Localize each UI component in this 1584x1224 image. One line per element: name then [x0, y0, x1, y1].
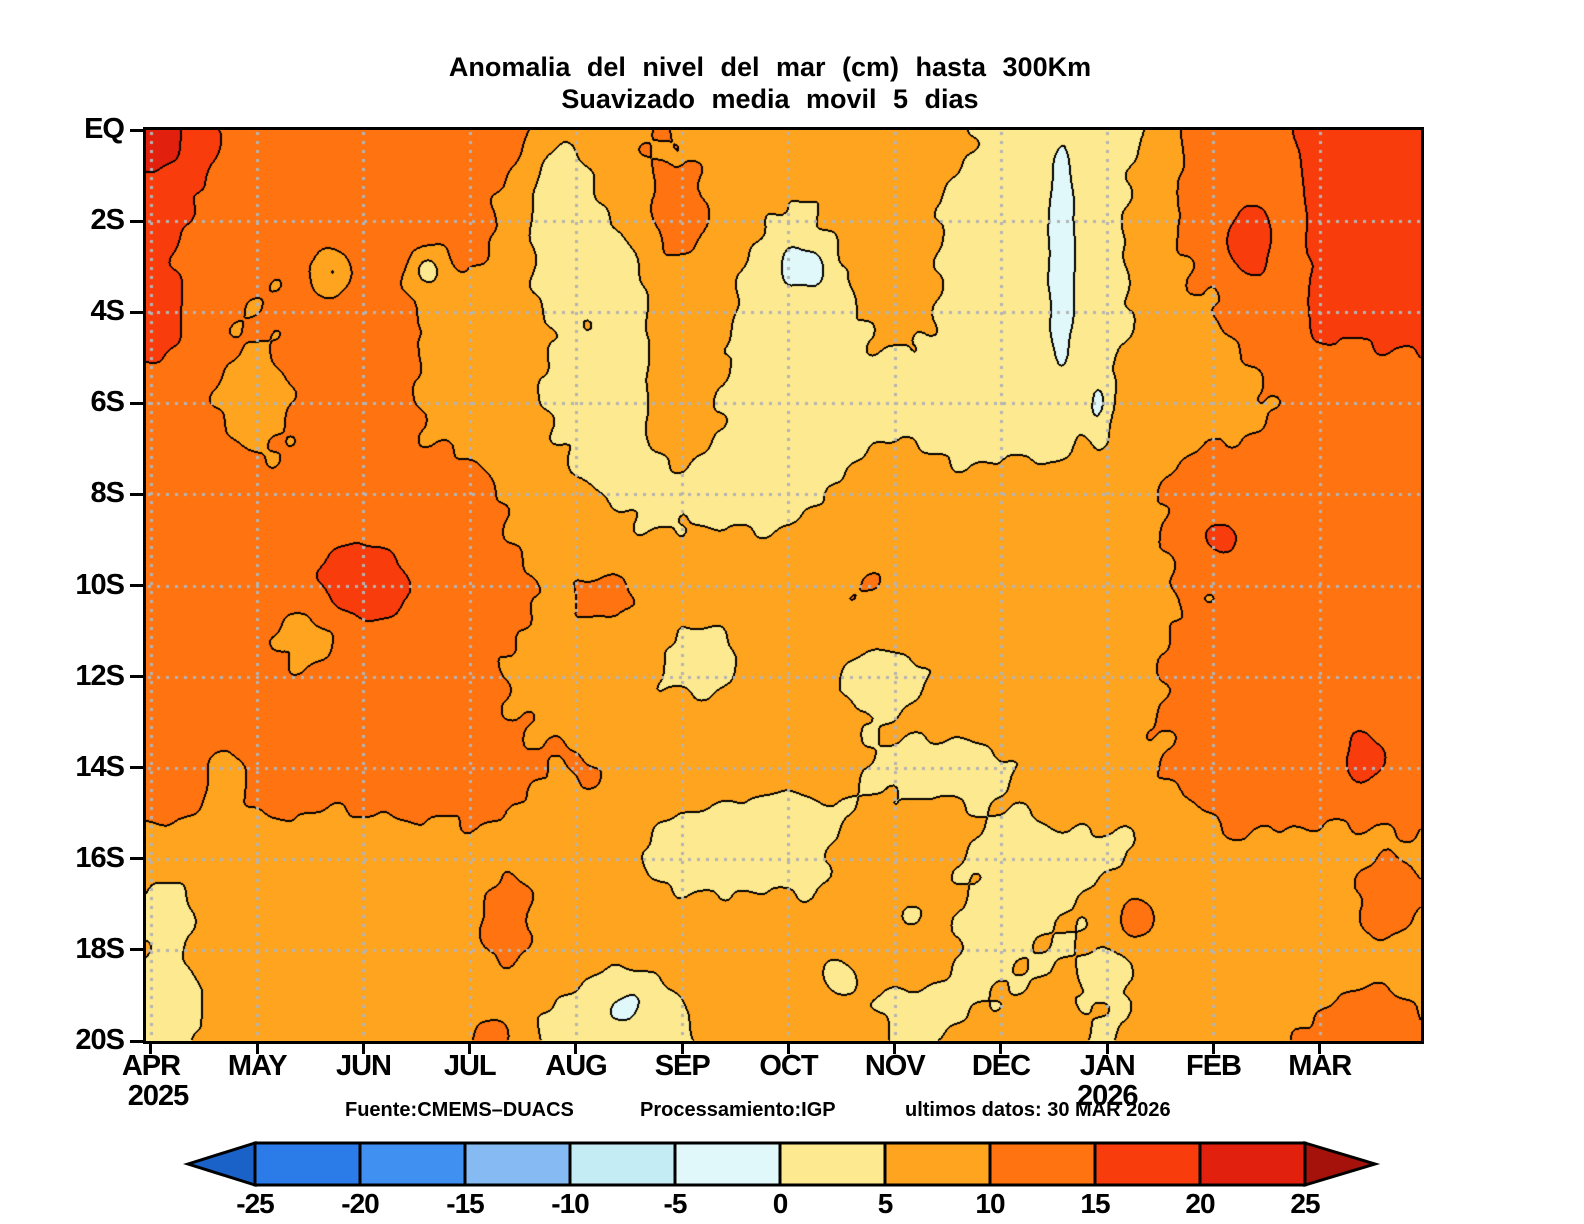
- y-tick-8s: [130, 492, 143, 496]
- y-tick-label-8s: 8S: [90, 477, 125, 510]
- x-tick-sep: [680, 1042, 684, 1054]
- x-tick-jun: [361, 1042, 365, 1054]
- x-tick-label-feb: FEB: [1185, 1050, 1242, 1082]
- y-tick-14s: [130, 766, 143, 770]
- x-tick-apr: [149, 1042, 153, 1054]
- colorbar-tick-label-10: 10: [975, 1188, 1005, 1219]
- colorbar-tick-label--5: -5: [663, 1188, 688, 1219]
- colorbar-segment-20-to-25: [1198, 1141, 1307, 1187]
- colorbar-tick-label-15: 15: [1080, 1188, 1110, 1219]
- x-tick-label-jan: JAN: [1079, 1050, 1136, 1082]
- colorbar-arrow-right: [1303, 1140, 1381, 1188]
- x-tick-jul: [468, 1042, 472, 1054]
- colorbar-tick-label-0: 0: [772, 1188, 789, 1219]
- x-tick-label-aug: AUG: [545, 1050, 607, 1082]
- y-tick-12s: [130, 675, 143, 679]
- x-tick-mar: [1318, 1042, 1322, 1054]
- colorbar-segment--5-to-0: [673, 1141, 782, 1187]
- colorbar-tick-label--15: -15: [446, 1188, 484, 1219]
- x-tick-label-may: MAY: [227, 1050, 288, 1082]
- y-tick-label-14s: 14S: [75, 750, 125, 783]
- y-tick-label-eq: EQ: [84, 113, 125, 145]
- x-tick-label-oct: OCT: [759, 1050, 818, 1082]
- x-tick-label-apr: APR: [121, 1050, 181, 1082]
- footer-processing: Processamiento:IGP: [640, 1099, 836, 1121]
- y-tick-10s: [130, 584, 143, 587]
- colorbar-tick-label--10: -10: [551, 1188, 589, 1219]
- x-tick-oct: [786, 1042, 790, 1054]
- colorbar-segment-5-to-10: [883, 1141, 992, 1187]
- footer-source: Fuente:CMEMS–DUACS: [345, 1099, 574, 1121]
- chart-title-line1: Anomalia del nivel del mar (cm) hasta 30…: [448, 52, 1092, 82]
- y-tick-label-10s: 10S: [75, 568, 125, 601]
- colorbar-segment-0-to-5: [778, 1141, 887, 1187]
- x-tick-label-jun: JUN: [335, 1050, 392, 1082]
- y-tick-16s: [130, 857, 143, 861]
- y-tick-label-2s: 2S: [90, 204, 125, 237]
- y-tick-6s: [130, 401, 143, 405]
- contour-plot-canvas: [146, 130, 1421, 1041]
- x-tick-jan: [1105, 1042, 1109, 1054]
- x-tick-label-dec: DEC: [971, 1050, 1031, 1082]
- colorbar-segment-15-to-20: [1093, 1141, 1202, 1187]
- y-tick-label-16s: 16S: [75, 841, 125, 874]
- footer-latest-data: ultimos datos: 30 MAR 2026: [905, 1099, 1171, 1121]
- x-tick-label-jul: JUL: [443, 1050, 497, 1082]
- y-tick-4s: [130, 310, 143, 314]
- y-tick-2s: [130, 219, 143, 223]
- y-tick-label-6s: 6S: [90, 386, 125, 419]
- x-tick-label-nov: NOV: [864, 1050, 926, 1082]
- colorbar-tick-label--20: -20: [341, 1188, 379, 1219]
- chart-title-line2: Suavizado media movil 5 dias: [561, 84, 979, 114]
- x-tick-label-mar: MAR: [1288, 1050, 1352, 1082]
- x-axis-year-2025: 2025: [127, 1080, 190, 1112]
- y-tick-label-12s: 12S: [75, 659, 125, 692]
- x-tick-may: [255, 1042, 259, 1054]
- colorbar-segment--10-to--5: [568, 1141, 677, 1187]
- y-tick-label-18s: 18S: [75, 932, 125, 965]
- colorbar-arrow-left: [182, 1140, 257, 1188]
- colorbar: [182, 1140, 1381, 1188]
- colorbar-tick-label--25: -25: [236, 1188, 274, 1219]
- x-tick-nov: [893, 1042, 897, 1054]
- colorbar-segment--15-to--10: [463, 1141, 572, 1187]
- x-tick-label-sep: SEP: [654, 1050, 711, 1082]
- x-tick-aug: [574, 1042, 578, 1054]
- colorbar-segment-10-to-15: [988, 1141, 1097, 1187]
- x-axis-year-2026: 2026: [1076, 1080, 1139, 1112]
- y-tick-18s: [130, 948, 143, 952]
- colorbar-tick-label-20: 20: [1185, 1188, 1215, 1219]
- colorbar-tick-label-5: 5: [877, 1188, 894, 1219]
- plot-area: [143, 127, 1424, 1044]
- colorbar-tick-label-25: 25: [1290, 1188, 1320, 1219]
- y-tick-20s: [130, 1039, 143, 1043]
- y-tick-label-4s: 4S: [90, 295, 125, 328]
- y-tick-label-20s: 20S: [75, 1024, 125, 1056]
- x-tick-dec: [999, 1042, 1003, 1054]
- colorbar-segment--20-to--15: [358, 1141, 467, 1187]
- x-tick-feb: [1211, 1042, 1215, 1054]
- y-tick-eq: [130, 128, 143, 132]
- colorbar-segment--25-to--20: [253, 1141, 362, 1187]
